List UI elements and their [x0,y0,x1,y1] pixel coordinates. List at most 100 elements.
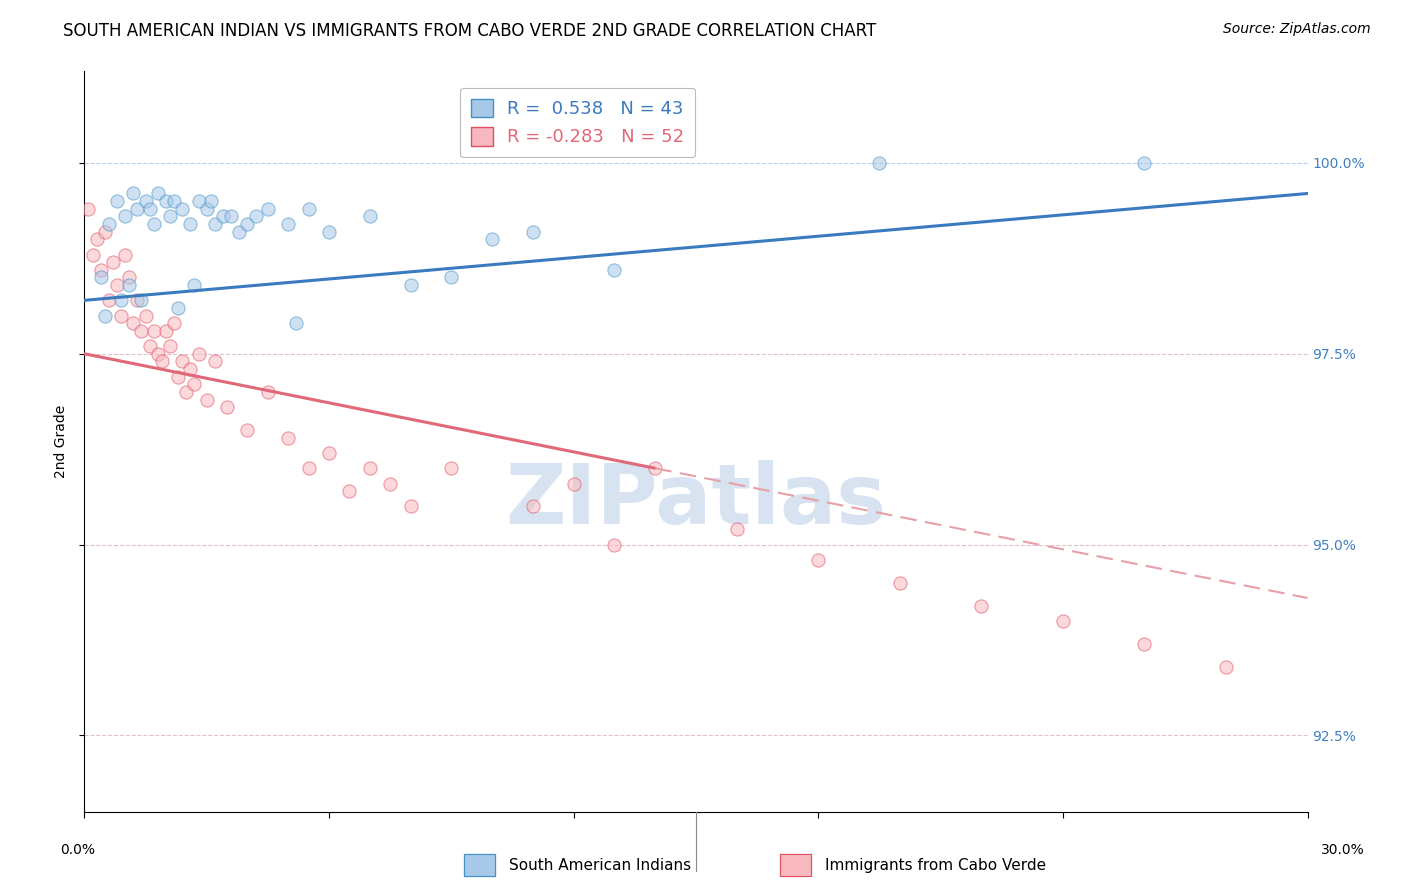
Point [380,476,402,491]
Point [172,202,194,216]
Point [644,461,666,475]
Point [522,225,544,239]
Y-axis label: 2nd Grade: 2nd Grade [53,405,67,478]
Point [93,225,115,239]
Point [359,461,381,475]
Point [159,339,181,353]
Point [118,278,141,293]
Point [195,202,218,216]
Point [603,262,626,277]
Point [807,553,830,567]
Point [399,500,422,514]
Point [114,247,136,261]
Point [257,384,280,399]
Point [889,575,911,590]
Point [183,278,205,293]
Point [522,500,544,514]
Point [187,347,209,361]
Point [217,400,239,414]
Point [97,293,120,308]
Point [105,194,128,208]
Point [245,210,267,224]
Point [93,309,115,323]
Text: ZIPatlas: ZIPatlas [506,460,886,541]
Text: Source: ZipAtlas.com: Source: ZipAtlas.com [1223,22,1371,37]
Point [138,202,160,216]
Point [277,217,299,231]
Point [131,293,153,308]
Point [970,599,993,613]
Point [155,194,177,208]
Point [200,194,222,208]
Point [146,347,169,361]
Point [440,461,463,475]
Point [90,270,112,285]
Point [204,217,226,231]
Point [179,362,201,376]
Point [146,186,169,201]
Point [82,247,104,261]
Point [97,217,120,231]
Point [131,324,153,338]
Point [212,210,235,224]
Text: 30.0%: 30.0% [1320,843,1365,857]
Point [236,217,259,231]
Point [127,293,149,308]
Point [159,210,181,224]
Text: Immigrants from Cabo Verde: Immigrants from Cabo Verde [825,858,1046,872]
Point [195,392,218,407]
Point [101,255,124,269]
Point [163,194,186,208]
Point [298,202,321,216]
Point [869,156,891,170]
Point [285,316,308,330]
Point [228,225,250,239]
Point [174,384,197,399]
Point [167,301,190,315]
Text: 0.0%: 0.0% [60,843,94,857]
Point [219,210,242,224]
Point [155,324,177,338]
Point [142,324,165,338]
Legend: R =  0.538   N = 43, R = -0.283   N = 52: R = 0.538 N = 43, R = -0.283 N = 52 [460,87,695,157]
Point [167,369,190,384]
Point [163,316,186,330]
Point [204,354,226,368]
Point [114,210,136,224]
Point [339,484,361,499]
Point [110,293,132,308]
Point [122,316,145,330]
Point [318,446,340,460]
Point [183,377,205,392]
Point [236,423,259,437]
Point [135,309,157,323]
Point [172,354,194,368]
Point [318,225,340,239]
Point [110,309,132,323]
Point [399,278,422,293]
Point [150,354,173,368]
Point [481,232,503,246]
Point [562,476,585,491]
Point [90,262,112,277]
Point [105,278,128,293]
Point [1215,659,1237,673]
Point [257,202,280,216]
Point [118,270,141,285]
Text: SOUTH AMERICAN INDIAN VS IMMIGRANTS FROM CABO VERDE 2ND GRADE CORRELATION CHART: SOUTH AMERICAN INDIAN VS IMMIGRANTS FROM… [63,22,876,40]
Point [440,270,463,285]
Point [725,522,748,536]
Point [127,202,149,216]
Point [122,186,145,201]
Point [135,194,157,208]
Point [1052,614,1074,628]
Point [1133,156,1156,170]
Point [298,461,321,475]
Point [179,217,201,231]
Point [187,194,209,208]
Point [142,217,165,231]
Text: South American Indians: South American Indians [509,858,692,872]
Point [277,431,299,445]
Point [77,202,100,216]
Point [603,538,626,552]
